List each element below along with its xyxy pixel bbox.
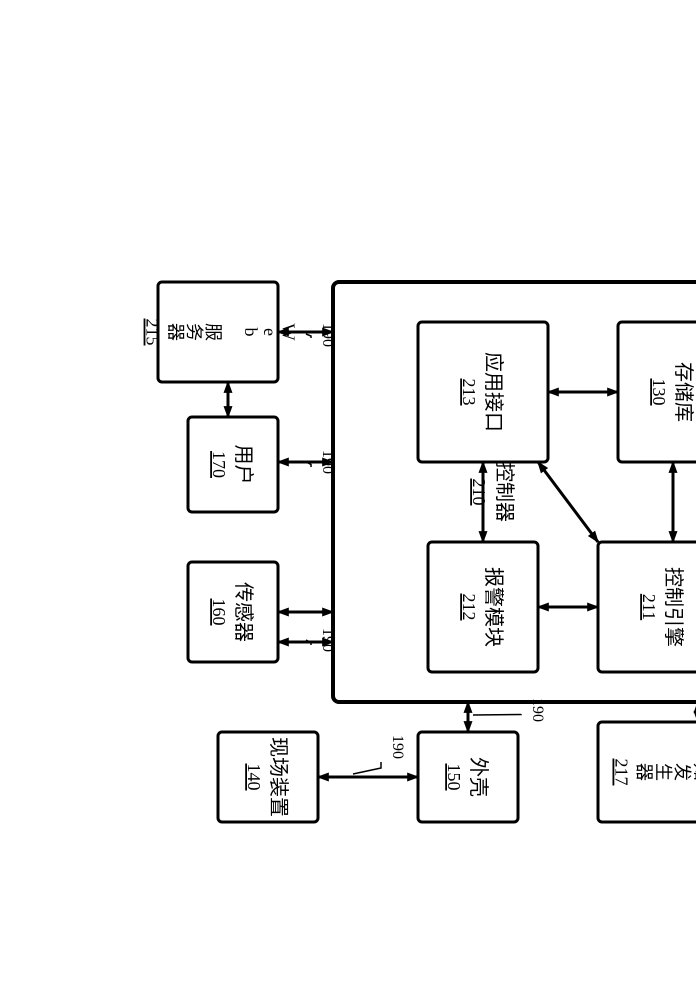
- ref-190: 190: [353, 735, 406, 774]
- block-diagram: 200控制器210存储库130应用接口213控制引擎211报警模块212通知发生…: [0, 0, 696, 1000]
- web-num: 215: [142, 319, 162, 346]
- notify-label: 发: [672, 763, 692, 781]
- svg-text:190: 190: [529, 698, 546, 722]
- user-label: 用户: [232, 445, 255, 485]
- notify-num: 217: [611, 759, 631, 786]
- alarm-label: 报警模块: [482, 567, 505, 647]
- connector: [224, 382, 232, 417]
- web-label: 服: [203, 323, 223, 341]
- ctrl_eng-label: 控制引擎: [662, 567, 685, 647]
- svg-text:190: 190: [319, 323, 336, 347]
- connector: [464, 702, 472, 732]
- storage-num: 130: [649, 379, 669, 406]
- web-label: 器: [165, 323, 185, 341]
- controller-label: 控制器: [493, 462, 516, 522]
- ref-190: 190: [306, 323, 336, 347]
- svg-text:190: 190: [319, 628, 336, 652]
- controller-num: 210: [469, 479, 489, 506]
- ref-190: 190: [306, 628, 336, 652]
- alarm-num: 212: [459, 594, 479, 621]
- web-label: 务: [184, 323, 204, 341]
- field-label: 现场装置: [267, 737, 290, 817]
- web-label: b: [241, 328, 261, 337]
- shell-label: 外壳: [467, 757, 490, 797]
- notify-label: 生: [653, 763, 673, 781]
- app_if-num: 213: [459, 379, 479, 406]
- app_if-label: 应用接口: [482, 352, 505, 432]
- storage-label: 存储库: [672, 362, 695, 422]
- connector: [278, 608, 333, 616]
- ctrl_eng-num: 211: [639, 594, 659, 620]
- svg-text:190: 190: [319, 450, 336, 474]
- sensor-num: 160: [209, 599, 229, 626]
- shell-num: 150: [444, 764, 464, 791]
- field-num: 140: [244, 764, 264, 791]
- sensor-label: 传感器: [232, 582, 255, 642]
- connector: [318, 773, 418, 781]
- notify-label: 器: [634, 763, 654, 781]
- user-num: 170: [209, 451, 229, 478]
- svg-text:190: 190: [389, 735, 406, 759]
